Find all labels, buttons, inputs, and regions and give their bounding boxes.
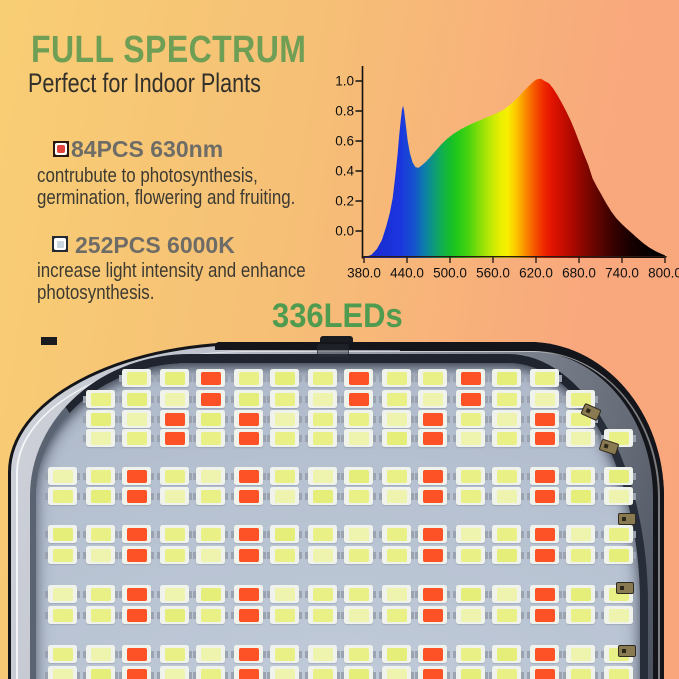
svg-text:0.2: 0.2: [335, 194, 354, 209]
svg-text:1.0: 1.0: [335, 74, 354, 89]
svg-text:380.0: 380.0: [347, 266, 381, 281]
svg-text:440.0: 440.0: [390, 266, 424, 281]
svg-text:0.8: 0.8: [335, 104, 354, 119]
svg-text:0.4: 0.4: [335, 164, 354, 179]
svg-text:620.0: 620.0: [519, 266, 553, 281]
svg-text:800.0: 800.0: [648, 266, 679, 281]
svg-text:500.0: 500.0: [433, 266, 467, 281]
svg-text:0.0: 0.0: [335, 224, 354, 239]
svg-text:560.0: 560.0: [476, 266, 510, 281]
svg-text:680.0: 680.0: [562, 266, 596, 281]
svg-text:0.6: 0.6: [335, 134, 354, 149]
svg-text:740.0: 740.0: [605, 266, 639, 281]
